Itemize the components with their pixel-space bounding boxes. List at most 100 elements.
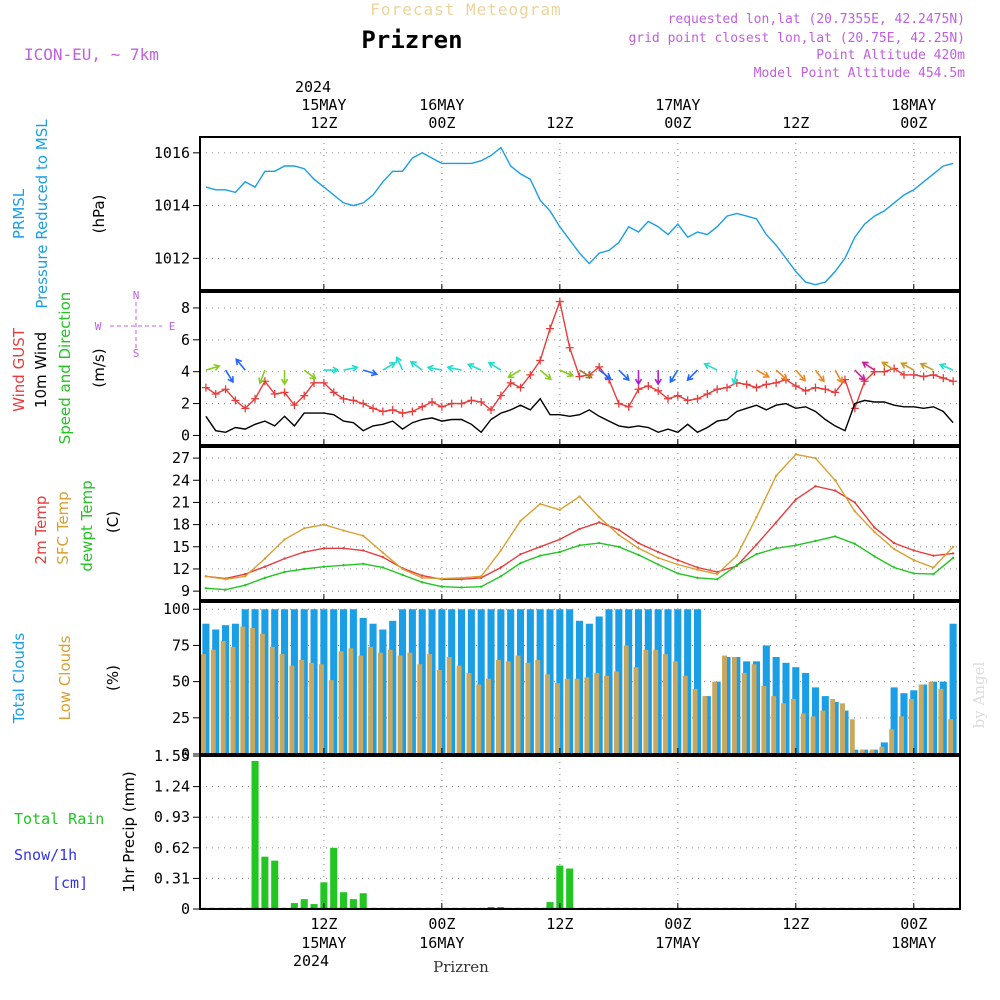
low-clouds-bar bbox=[751, 664, 757, 754]
gust-marker bbox=[614, 399, 623, 408]
low-clouds-bar bbox=[525, 662, 531, 754]
temp-marker bbox=[204, 575, 208, 578]
wind-direction-arrow bbox=[775, 369, 788, 381]
temp-marker bbox=[263, 565, 267, 568]
requested-coords: requested lon,lat (20.7355E, 42.2475N) bbox=[668, 12, 965, 27]
pressure-ylabel-desc: Pressure Reduced to MSL bbox=[33, 119, 51, 309]
low-clouds-bar bbox=[407, 652, 413, 754]
bottom-date-label: 18MAY bbox=[891, 934, 936, 952]
total-clouds-bar bbox=[693, 609, 702, 754]
low-clouds-bar bbox=[879, 746, 885, 754]
gust-marker bbox=[408, 407, 417, 416]
total-clouds-bar bbox=[861, 749, 869, 754]
temp-marker bbox=[499, 575, 503, 578]
temp-marker bbox=[420, 581, 424, 584]
low-clouds-bar bbox=[830, 698, 836, 754]
gust-marker bbox=[378, 407, 387, 416]
gust-marker bbox=[310, 378, 319, 387]
precip-rain-label: Total Rain bbox=[14, 810, 104, 828]
gust-marker bbox=[870, 367, 879, 376]
compass-e: E bbox=[169, 320, 176, 333]
temp-marker bbox=[715, 578, 719, 581]
ytick-label: 1.24 bbox=[154, 778, 190, 796]
wind-direction-arrow bbox=[900, 362, 915, 371]
bottom-hour-label: 12Z bbox=[310, 915, 337, 933]
ytick-label: 15 bbox=[172, 538, 190, 556]
total-rain-bar bbox=[310, 904, 318, 909]
panel-frame bbox=[199, 446, 961, 601]
temp-marker bbox=[774, 521, 778, 524]
gust-marker bbox=[369, 404, 378, 413]
wind-panel: 0 2 4 6 8 bbox=[181, 291, 961, 446]
top-hour-label: 12Z bbox=[310, 114, 337, 132]
pressure-panel: 1012 1014 1016 bbox=[154, 136, 961, 291]
compass-rose: N S W E bbox=[95, 289, 176, 360]
temp-marker bbox=[755, 516, 758, 519]
ytick-label: 24 bbox=[172, 471, 190, 489]
temp-marker bbox=[362, 562, 365, 565]
precip-snow-label: Snow/1h bbox=[14, 846, 77, 864]
gust-marker bbox=[909, 370, 918, 379]
temp-marker bbox=[578, 544, 581, 547]
temp-marker bbox=[637, 541, 640, 545]
compass-w: W bbox=[95, 320, 102, 333]
temp-marker bbox=[244, 584, 247, 587]
gust-marker bbox=[241, 404, 250, 413]
temp-marker bbox=[676, 563, 680, 566]
gust-marker bbox=[762, 380, 771, 389]
low-clouds-bar bbox=[820, 710, 826, 754]
gust-marker bbox=[919, 372, 928, 381]
temp-marker bbox=[224, 588, 227, 591]
gust-marker bbox=[880, 367, 889, 376]
low-clouds-bar bbox=[908, 698, 914, 754]
gust-marker bbox=[624, 402, 633, 411]
wind-direction-arrow bbox=[487, 361, 502, 371]
temp-marker bbox=[853, 542, 856, 546]
gust-marker bbox=[772, 378, 781, 387]
low-clouds-bar bbox=[928, 681, 934, 754]
temp-marker bbox=[538, 554, 542, 557]
temp-marker bbox=[951, 556, 955, 560]
temp-marker bbox=[873, 530, 876, 534]
low-clouds-bar bbox=[653, 649, 659, 754]
low-clouds-bar bbox=[859, 749, 865, 754]
wind-direction-arrow bbox=[703, 362, 718, 371]
temp-marker bbox=[519, 561, 522, 565]
ytick-label: 27 bbox=[172, 449, 190, 467]
low-clouds-bar bbox=[672, 661, 678, 754]
gust-marker bbox=[634, 385, 643, 394]
mslp-line bbox=[205, 146, 954, 286]
total-rain-bar bbox=[261, 856, 269, 909]
gust-marker bbox=[388, 405, 397, 414]
temp-marker bbox=[873, 555, 876, 558]
temp-marker bbox=[440, 585, 444, 588]
panel-frame bbox=[199, 755, 961, 910]
bottom-hour-label: 00Z bbox=[900, 915, 927, 933]
gust-marker bbox=[251, 394, 260, 403]
temp-marker bbox=[342, 547, 345, 550]
total-clouds-bar bbox=[595, 616, 603, 754]
gust-marker bbox=[821, 385, 830, 394]
temp-marker bbox=[617, 533, 621, 537]
temp-marker bbox=[204, 586, 208, 590]
sfc-temp-line bbox=[205, 453, 954, 581]
temp-marker bbox=[794, 498, 798, 501]
temp-marker bbox=[597, 521, 601, 524]
low-clouds-bar bbox=[781, 703, 786, 754]
gust-marker bbox=[418, 402, 427, 411]
low-clouds-bar bbox=[712, 681, 718, 754]
gust-marker bbox=[713, 385, 722, 394]
gust-marker bbox=[929, 370, 938, 379]
wind-direction-arrow bbox=[795, 369, 807, 382]
bottom-hour-label: 12Z bbox=[546, 915, 573, 933]
gust-marker bbox=[899, 370, 908, 379]
low-clouds-bar bbox=[564, 678, 570, 754]
temp-marker bbox=[735, 564, 739, 567]
total-clouds-bar bbox=[762, 645, 770, 754]
wind-gust-line bbox=[205, 299, 954, 414]
wind-direction-arrow bbox=[426, 364, 443, 372]
temp-marker bbox=[892, 566, 896, 569]
wind-direction-arrow bbox=[938, 362, 954, 371]
temp-marker bbox=[833, 535, 837, 538]
